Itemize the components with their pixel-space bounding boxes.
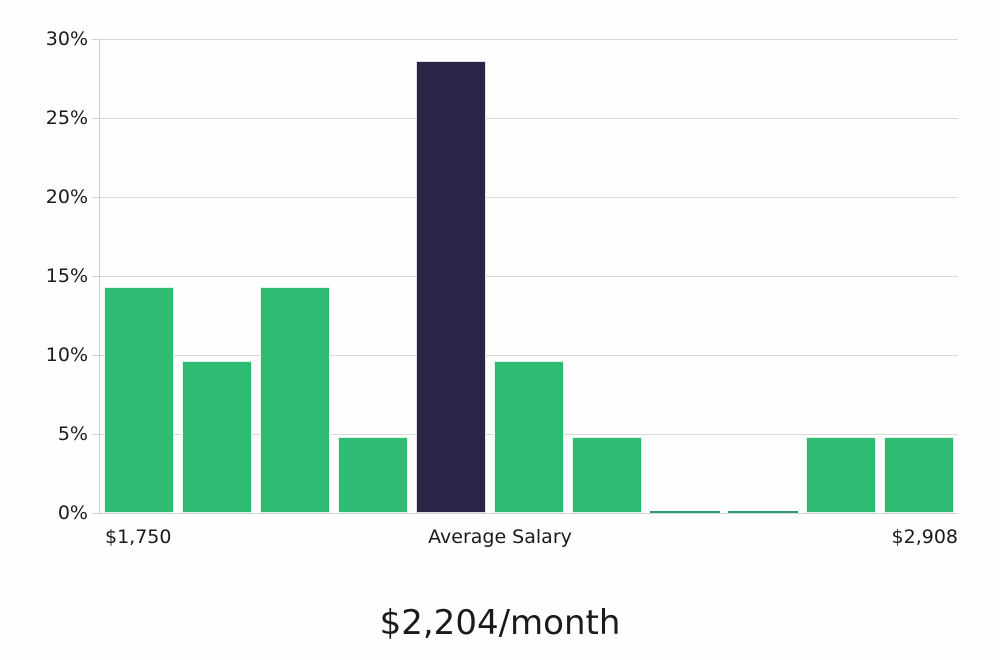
y-axis-tick-label-group: 0% 5% 10% 15% 20% 25% 30% [0,0,88,660]
y-axis-tick-mark [92,355,100,356]
y-axis-tick-label: 5% [57,423,88,445]
y-axis-tick-label: 10% [45,344,88,366]
y-axis-tick-mark [92,197,100,198]
y-axis-tick-label: 15% [45,265,88,287]
y-axis-tick-label: 0% [57,502,88,524]
bar [493,361,565,513]
gridline [100,118,958,119]
gridline [100,513,958,514]
bar [259,287,331,513]
bar [103,287,175,513]
chart-caption: $2,204/month [379,603,621,643]
gridline [100,197,958,198]
y-axis-tick-label: 20% [45,186,88,208]
y-axis-tick-mark [92,434,100,435]
x-axis-title: Average Salary [428,526,572,548]
plot-area [100,39,958,514]
y-axis-tick-mark [92,39,100,40]
bar [883,437,955,513]
gridline [100,355,958,356]
x-axis-left-label: $1,750 [105,526,172,548]
gridline [100,276,958,277]
y-axis-tick-mark [92,276,100,277]
bar [181,361,253,513]
y-axis-tick-label: 25% [45,107,88,129]
y-axis-tick-label: 30% [45,28,88,50]
bar [337,437,409,513]
y-axis-tick-mark [92,513,100,514]
bar [727,511,799,513]
gridline [100,39,958,40]
x-axis-right-label: $2,908 [891,526,958,548]
y-axis-tick-mark [92,118,100,119]
bar [649,511,721,513]
bar [805,437,877,513]
bar [571,437,643,513]
bar-highlighted [415,61,487,513]
